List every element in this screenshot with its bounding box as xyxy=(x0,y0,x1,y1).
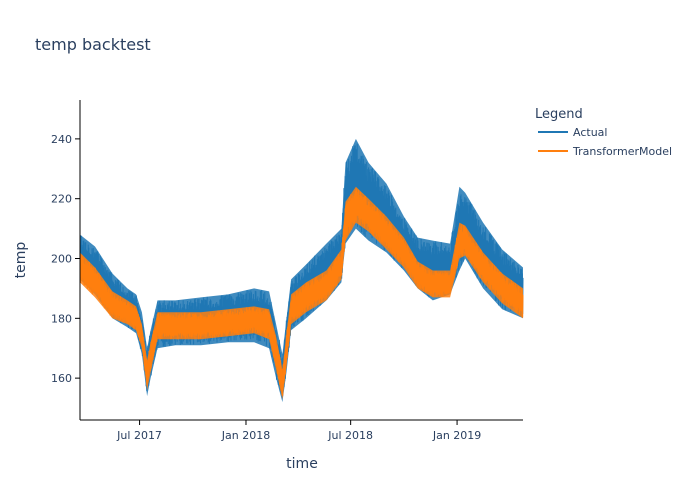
legend-item-transformermodel[interactable]: TransformerModel xyxy=(538,145,672,158)
y-tick-label: 240 xyxy=(51,133,72,146)
y-axis-title: temp xyxy=(13,242,29,279)
x-tick-label: Jul 2018 xyxy=(327,429,373,442)
legend-label: TransformerModel xyxy=(572,145,672,158)
y-tick-label: 160 xyxy=(51,372,72,385)
x-tick-label: Jul 2017 xyxy=(116,429,162,442)
series-transformermodel xyxy=(79,186,524,400)
x-tick-label: Jan 2018 xyxy=(221,429,270,442)
plot-area xyxy=(79,138,524,403)
y-tick-label: 180 xyxy=(51,312,72,325)
y-tick-label: 220 xyxy=(51,193,72,206)
legend: Legend Actual TransformerModel xyxy=(535,107,672,158)
chart-title: temp backtest xyxy=(35,35,151,54)
x-tick-label: Jan 2019 xyxy=(432,429,481,442)
x-axis-title: time xyxy=(286,456,318,472)
series-line xyxy=(79,188,524,396)
legend-title: Legend xyxy=(535,107,583,122)
axes: 160 180 200 220 240 Jul 2017 Jan 2018 Jul 2018 J… xyxy=(51,100,523,442)
legend-label: Actual xyxy=(573,126,607,139)
y-tick-label: 200 xyxy=(51,253,72,266)
legend-item-actual[interactable]: Actual xyxy=(538,126,607,139)
